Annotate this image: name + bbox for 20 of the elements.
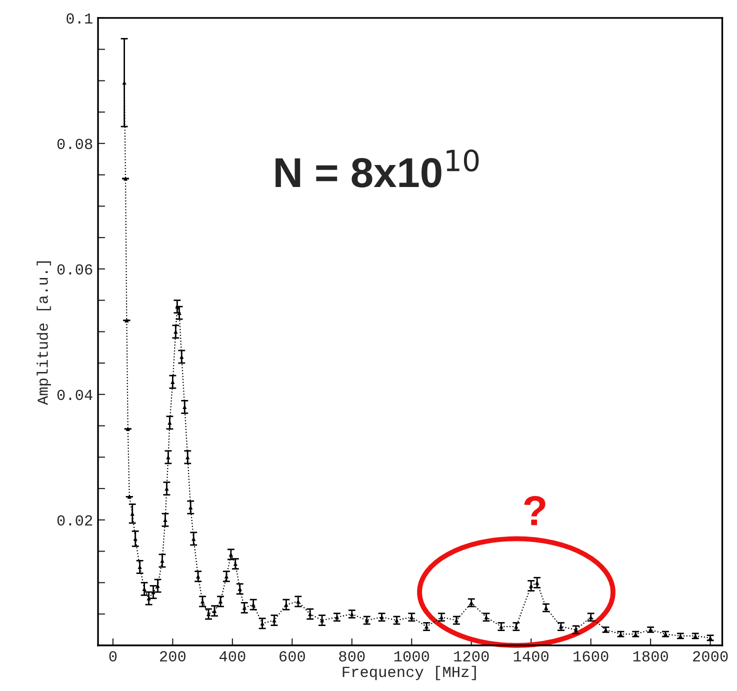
- y-tick-label: 0.1: [66, 13, 92, 24]
- x-tick-label: 1400: [514, 651, 548, 662]
- x-axis-title: Frequency [MHz]: [342, 666, 476, 680]
- x-tick-label: 200: [160, 651, 186, 662]
- x-tick-label: 800: [339, 651, 365, 662]
- x-tick-label: 400: [219, 651, 246, 662]
- x-tick-label: 2000: [693, 651, 728, 662]
- x-tick-label: 1800: [633, 651, 668, 662]
- y-axis-title: Amplitude [a.u.]: [36, 261, 51, 406]
- x-tick-label: 1600: [574, 651, 608, 662]
- x-tick-label: 1000: [394, 651, 430, 662]
- y-tick-label: 0.02: [57, 515, 92, 526]
- y-tick-label: 0.08: [57, 138, 92, 150]
- annotation: ?: [524, 496, 546, 526]
- y-tick-label: 0.06: [57, 264, 92, 275]
- x-tick-label: 600: [280, 651, 305, 662]
- x-tick-label: 0: [109, 651, 117, 662]
- annotation: N = 8x10$^{10}$: [276, 149, 479, 188]
- x-tick-label: 1200: [454, 651, 489, 662]
- y-tick-label: 0.04: [57, 390, 92, 400]
